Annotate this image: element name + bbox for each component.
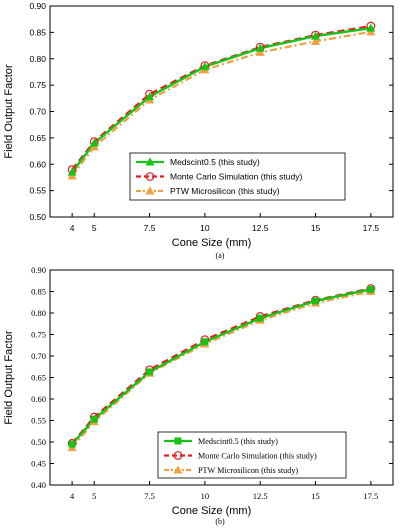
panel-a-legend-swatch-marker — [145, 186, 155, 195]
panel-b-y-tick-label: 0.85 — [31, 287, 46, 297]
panel-a-legend-entry: Medscint0.5 (this study) — [170, 157, 260, 167]
panel-b-series-0-point — [312, 297, 320, 305]
panel-a-x-tick-label: 10 — [200, 223, 210, 233]
panel-b-y-tick-label: 0.75 — [31, 330, 46, 340]
panel-b-x-tick-label: 7.5 — [144, 491, 155, 501]
panel-b-x-tick-label: 5 — [92, 491, 96, 501]
panel-a-x-tick-label: 5 — [92, 223, 97, 233]
panel-b-x-tick-label: 15 — [311, 491, 320, 501]
panel-b-series-0-point — [90, 415, 98, 423]
panel-a-x-tick-label: 17.5 — [363, 223, 380, 233]
panel-a-y-tick-label: 0.65 — [29, 133, 46, 143]
panel-b-series-0-point — [256, 314, 264, 322]
panel-a-series-line-1 — [71, 24, 372, 171]
panel-a-series-0-point — [67, 167, 77, 176]
panel-a-legend-swatch-marker — [145, 172, 155, 181]
panel-b-x-tick-label: 17.5 — [363, 491, 378, 501]
panel-a-x-tick-label: 12.5 — [252, 223, 269, 233]
panel-a-series-0-point — [145, 92, 155, 101]
panel-b-y-axis-label: Field Output Factor — [3, 330, 15, 424]
panel-b-legend-entry: PTW Microsilicon (this study) — [198, 466, 298, 475]
panel-a-series-0-point — [366, 23, 376, 32]
panel-a-y-axis-label: Field Output Factor — [3, 64, 15, 158]
panel-b-y-tick-label: 0.40 — [31, 480, 46, 490]
panel-b-y-tick-label: 0.50 — [31, 437, 46, 447]
panel-b-y-tick-label: 0.60 — [31, 394, 46, 404]
panel-a-x-axis-label: Cone Size (mm) — [172, 237, 251, 249]
panel-a-legend-box — [129, 152, 346, 201]
panel-b-x-tick-label: 10 — [201, 491, 210, 501]
panel-a-y-tick-label: 0.85 — [29, 27, 46, 37]
panel-b-x-tick-label: 4 — [70, 491, 75, 501]
panel-a-x-tick-label: 7.5 — [144, 223, 156, 233]
panel-a-y-tick-label: 0.70 — [29, 107, 46, 117]
panel-a-y-tick-label: 0.80 — [29, 54, 46, 64]
panel-b-y-tick-label: 0.65 — [31, 373, 46, 383]
panel-a-series-0-point — [89, 138, 99, 147]
panel-b-legend-swatch-marker — [173, 451, 183, 460]
panel-b-y-tick-label: 0.70 — [31, 351, 46, 361]
panel-a-series-0-point — [200, 62, 210, 71]
panel-b-y-tick-label: 0.45 — [31, 459, 46, 469]
panel-b-series-line-1 — [71, 287, 372, 444]
panel-a-series-2-point — [311, 36, 321, 45]
panel-b-legend-entry: Medscint0.5 (this study) — [198, 437, 278, 446]
panel-b-series-0-point — [201, 338, 209, 346]
panel-b: (b) 0.40 0.45 0.50 0.55 0.60 0.65 0.70 0.75 0.80… — [3, 265, 394, 526]
panel-a: (a) 0.50 0.55 0.60 0.65 0.70 0.75 0.80 0.85 0.90… — [3, 1, 394, 260]
panel-a-series-2-point — [255, 47, 265, 56]
panel-b-y-tick-label: 0.90 — [31, 265, 46, 275]
panel-a-x-tick-label: 15 — [311, 223, 321, 233]
panel-b-series-0-point — [146, 368, 154, 376]
panel-a-y-tick-label: 0.90 — [29, 1, 46, 11]
panel-a-x-tick-label: 4 — [70, 223, 75, 233]
panel-b-legend-swatch-marker — [173, 465, 183, 474]
panel-a-series-0-point — [255, 43, 265, 52]
panel-a-y-tick-label: 0.60 — [29, 159, 46, 169]
panel-b-legend-swatch-marker — [174, 437, 182, 445]
panel-b-series-line-0 — [71, 288, 372, 445]
panel-b-series-0-point — [367, 285, 375, 293]
panel-a-y-tick-label: 0.55 — [29, 186, 46, 196]
panel-a-y-tick-label: 0.75 — [29, 80, 46, 90]
panel-b-series-line-2 — [71, 290, 372, 449]
panel-a-series-0-point — [311, 31, 321, 40]
panel-a-legend-entry: Monte Carlo Simulation (this study) — [170, 172, 302, 182]
panel-a-legend-entry: PTW Microsilicon (this study) — [170, 186, 280, 196]
panel-a-series-line-0 — [71, 26, 372, 173]
panel-a-legend-swatch-marker — [145, 157, 155, 166]
panel-b-y-tick-label: 0.80 — [31, 308, 46, 318]
panel-b-x-tick-label: 12.5 — [253, 491, 268, 501]
panel-a-y-tick-label: 0.50 — [29, 212, 46, 222]
panel-b-x-axis-label: Cone Size (mm) — [172, 505, 251, 517]
panel-b-legend-entry: Monte Carlo Simulation (this study) — [198, 452, 317, 461]
panel-b-series-0-point — [68, 440, 76, 448]
panel-b-caption: (b) — [215, 517, 225, 526]
panel-b-y-tick-label: 0.55 — [31, 416, 46, 426]
panel-a-caption: (a) — [216, 251, 225, 260]
